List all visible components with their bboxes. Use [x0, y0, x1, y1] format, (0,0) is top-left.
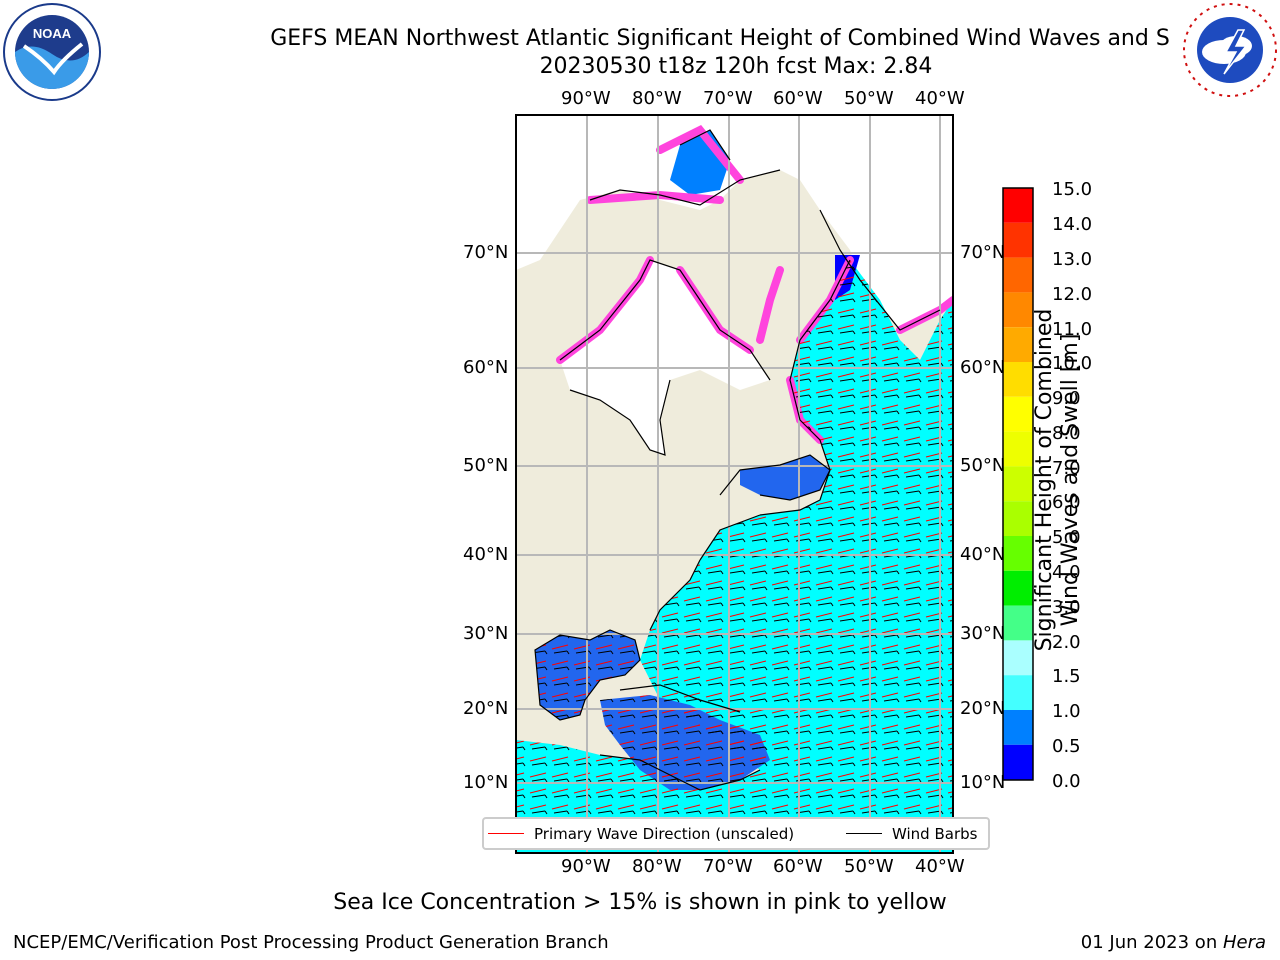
lat-label-right-10n: 10°N: [960, 772, 1006, 793]
colorbar-tick: 15.0: [1052, 179, 1093, 200]
wind-barb-legend-label: Wind Barbs: [892, 825, 978, 843]
lon-label-top-60w: 60°W: [773, 88, 823, 109]
hudson-bay-ice: [560, 260, 770, 455]
sea-ice-area: [516, 115, 953, 330]
colorbar-tick: 5.0: [1052, 527, 1081, 548]
credit-date-text: 01 Jun 2023 on: [1080, 932, 1223, 953]
wind-barb-legend-icon: [846, 833, 882, 834]
lon-label-bottom-90w: 90°W: [561, 856, 611, 877]
sea-ice-footnote-text: Sea Ice Concentration > 15% is shown in …: [333, 890, 947, 915]
credit-branch: NCEP/EMC/Verification Post Processing Pr…: [13, 932, 609, 953]
map-frame: [515, 114, 954, 854]
colorbar-tick: 14.0: [1052, 214, 1093, 235]
lat-label-left-30n: 30°N: [463, 623, 509, 644]
lat-label-left-20n: 20°N: [463, 698, 509, 719]
colorbar-tick: 1.0: [1052, 701, 1081, 722]
lon-label-top-70w: 70°W: [703, 88, 753, 109]
colorbar-tick: 2.0: [1052, 632, 1081, 653]
lon-label-bottom-40w: 40°W: [915, 856, 965, 877]
map-title-text: GEFS MEAN Northwest Atlantic Significant…: [270, 26, 1170, 51]
lon-label-top-50w: 50°W: [844, 88, 894, 109]
colorbar-tick: 12.0: [1052, 284, 1093, 305]
noaa-logo-icon: NOAA: [3, 3, 101, 101]
lat-label-right-20n: 20°N: [960, 698, 1006, 719]
noaa-logo-text: NOAA: [33, 26, 72, 41]
lat-label-right-30n: 30°N: [960, 623, 1006, 644]
colorbar-label-line2: Wind Waves and Swell [m]: [1058, 333, 1083, 627]
colorbar-tick: 13.0: [1052, 249, 1093, 270]
colorbar-tick: 6.0: [1052, 492, 1081, 513]
lat-label-left-70n: 70°N: [463, 242, 509, 263]
lat-label-left-40n: 40°N: [463, 544, 509, 565]
map-layers: [516, 115, 953, 853]
lon-label-bottom-50w: 50°W: [844, 856, 894, 877]
lon-label-top-90w: 90°W: [561, 88, 611, 109]
colorbar-tick: 4.0: [1052, 562, 1081, 583]
credit-date: 01 Jun 2023 on Hera: [1081, 932, 1266, 953]
lat-label-left-60n: 60°N: [463, 357, 509, 378]
lat-label-right-60n: 60°N: [960, 357, 1006, 378]
wave-direction-legend-label: Primary Wave Direction (unscaled): [534, 825, 795, 843]
map-subtitle-text: 20230530 t18z 120h fcst Max: 2.84: [539, 54, 933, 79]
sea-ice-footnote: Sea Ice Concentration > 15% is shown in …: [0, 890, 1280, 915]
lon-label-bottom-60w: 60°W: [773, 856, 823, 877]
map-title: GEFS MEAN Northwest Atlantic Significant…: [0, 26, 1280, 51]
colorbar-tick: 0.0: [1052, 771, 1081, 792]
lon-label-top-40w: 40°W: [915, 88, 965, 109]
map-subtitle: 20230530 t18z 120h fcst Max: 2.84: [0, 54, 1280, 79]
lon-label-top-80w: 80°W: [632, 88, 682, 109]
colorbar-tick: 11.0: [1052, 319, 1093, 340]
wave-direction-legend-icon: [488, 833, 524, 834]
lon-label-bottom-80w: 80°W: [632, 856, 682, 877]
lat-label-right-40n: 40°N: [960, 544, 1006, 565]
lat-label-left-50n: 50°N: [463, 455, 509, 476]
wave-direction-arrows: [516, 260, 953, 853]
colorbar: [1002, 187, 1034, 781]
lat-label-right-50n: 50°N: [960, 455, 1006, 476]
colorbar-tick: 8.0: [1052, 423, 1081, 444]
colorbar-label: Significant Height of Combined Wind Wave…: [1032, 300, 1084, 660]
colorbar-tick: 1.5: [1052, 666, 1081, 687]
colorbar-tick: 9.0: [1052, 388, 1081, 409]
lon-label-bottom-70w: 70°W: [703, 856, 753, 877]
lat-label-left-10n: 10°N: [463, 772, 509, 793]
colorbar-label-line1: Significant Height of Combined: [1032, 308, 1057, 652]
colorbar-tick: 10.0: [1052, 353, 1093, 374]
coastlines: [534, 129, 941, 791]
lat-label-right-70n: 70°N: [960, 242, 1006, 263]
graticule: [516, 115, 953, 853]
colorbar-tick: 3.0: [1052, 597, 1081, 618]
colorbar-tick: 7.0: [1052, 458, 1081, 479]
colorbar-tick: 0.5: [1052, 736, 1081, 757]
nws-logo-icon: [1182, 2, 1278, 98]
credit-host: Hera: [1222, 932, 1266, 953]
map-legend: Primary Wave Direction (unscaled) Wind B…: [482, 817, 990, 850]
